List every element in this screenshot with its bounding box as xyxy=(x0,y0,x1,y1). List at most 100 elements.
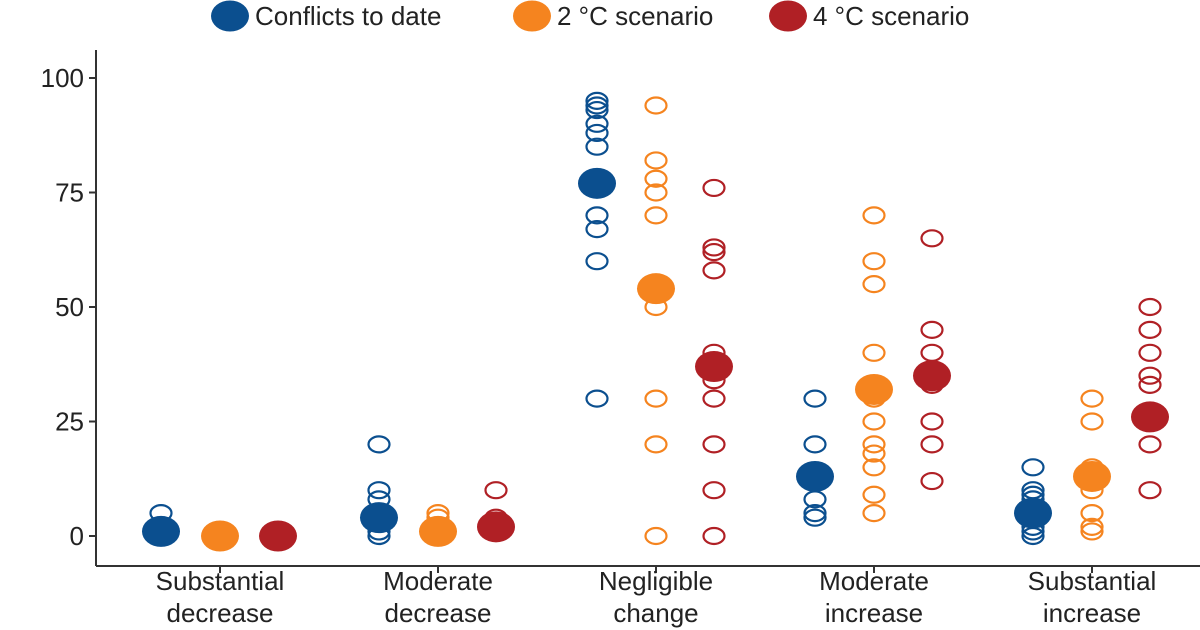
mean-marker xyxy=(201,520,239,552)
x-tick-label: increase xyxy=(1043,598,1141,628)
point-marker xyxy=(862,343,886,362)
point-marker xyxy=(862,485,886,504)
legend-item: 4 °C scenario xyxy=(769,0,969,32)
mean-marker xyxy=(1131,401,1169,433)
point-marker xyxy=(920,412,944,431)
x-tick-label: change xyxy=(613,598,698,628)
mean-marker xyxy=(477,511,515,543)
point-marker xyxy=(585,91,609,111)
point-marker xyxy=(803,508,827,527)
point-marker xyxy=(803,503,827,523)
mean-marker xyxy=(142,515,180,547)
point-marker xyxy=(862,503,886,523)
mean-marker xyxy=(637,273,675,305)
point-marker xyxy=(1138,481,1162,500)
point-marker xyxy=(702,242,726,262)
x-tick-label: Substantial xyxy=(156,566,285,596)
point-marker xyxy=(585,389,609,408)
point-marker xyxy=(862,444,886,463)
point-marker xyxy=(920,471,944,491)
mean-marker xyxy=(1014,497,1052,529)
point-marker xyxy=(1138,343,1162,362)
point-marker xyxy=(585,114,609,133)
point-marker xyxy=(585,137,609,156)
point-marker xyxy=(702,261,726,280)
point-marker xyxy=(702,389,726,408)
legend-label: 2 °C scenario xyxy=(557,1,713,31)
point-marker xyxy=(803,389,827,408)
point-marker xyxy=(920,343,944,362)
point-marker xyxy=(644,526,668,546)
legend-marker xyxy=(211,0,249,32)
y-tick-label: 75 xyxy=(55,178,84,208)
point-marker xyxy=(1138,366,1162,385)
point-marker xyxy=(1080,412,1104,431)
point-marker xyxy=(920,435,944,454)
point-marker xyxy=(585,123,609,143)
legend-item: Conflicts to date xyxy=(211,0,441,32)
x-tick-label: increase xyxy=(825,598,923,628)
point-marker xyxy=(862,412,886,431)
point-marker xyxy=(367,435,391,454)
legend-item: 2 °C scenario xyxy=(513,0,713,32)
x-tick-label: Substantial xyxy=(1028,566,1157,596)
point-marker xyxy=(702,178,726,198)
legend-label: 4 °C scenario xyxy=(813,1,969,31)
point-marker xyxy=(702,435,726,454)
mean-marker xyxy=(419,515,457,547)
point-marker xyxy=(862,458,886,477)
point-marker xyxy=(1138,297,1162,317)
point-marker xyxy=(862,275,886,294)
point-marker xyxy=(702,238,726,257)
point-marker xyxy=(862,435,886,454)
mean-marker xyxy=(259,520,297,552)
point-marker xyxy=(1138,375,1162,394)
point-marker xyxy=(862,206,886,225)
point-marker xyxy=(920,320,944,339)
mean-marker xyxy=(578,167,616,199)
mean-marker xyxy=(360,502,398,534)
point-marker xyxy=(644,169,668,188)
point-marker xyxy=(367,481,391,500)
point-marker xyxy=(644,435,668,454)
mean-marker xyxy=(913,360,951,392)
mean-marker xyxy=(796,460,834,492)
point-marker xyxy=(702,526,726,546)
x-tick-label: Moderate xyxy=(383,566,493,596)
point-marker xyxy=(484,481,508,500)
point-marker xyxy=(1080,503,1104,523)
mean-marker xyxy=(1073,460,1111,492)
point-marker xyxy=(585,220,609,239)
point-marker xyxy=(1080,389,1104,408)
point-marker xyxy=(702,481,726,500)
point-marker xyxy=(585,96,609,115)
y-tick-label: 25 xyxy=(55,407,84,437)
point-marker xyxy=(803,435,827,454)
point-marker xyxy=(1021,458,1045,477)
x-tick-label: decrease xyxy=(167,598,274,628)
point-marker xyxy=(644,389,668,408)
point-marker xyxy=(1080,522,1104,541)
point-marker xyxy=(644,183,668,202)
x-tick-label: Negligible xyxy=(599,566,713,596)
point-marker xyxy=(1138,435,1162,454)
legend-marker xyxy=(513,0,551,32)
point-marker xyxy=(644,96,668,115)
y-tick-label: 100 xyxy=(41,63,84,93)
mean-marker xyxy=(695,351,733,383)
y-tick-label: 50 xyxy=(55,292,84,322)
legend-label: Conflicts to date xyxy=(255,1,441,31)
point-marker xyxy=(1080,517,1104,536)
point-marker xyxy=(920,229,944,248)
x-tick-label: decrease xyxy=(385,598,492,628)
point-marker xyxy=(644,151,668,170)
point-marker xyxy=(585,100,609,120)
x-tick-label: Moderate xyxy=(819,566,929,596)
mean-marker xyxy=(855,373,893,405)
point-marker xyxy=(1138,320,1162,339)
point-marker xyxy=(585,252,609,271)
point-marker xyxy=(585,206,609,225)
legend-marker xyxy=(769,0,807,32)
